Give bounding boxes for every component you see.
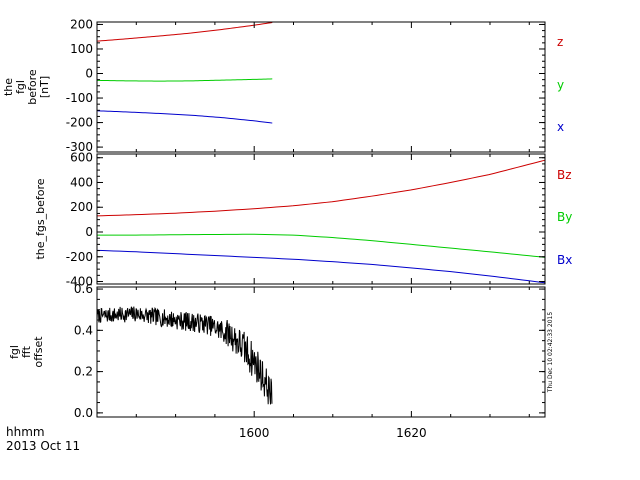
panel2-ytick-label: -400 bbox=[66, 275, 93, 289]
panel1-series-y-line bbox=[96, 78, 273, 82]
panel3-ylabel-line3: offset bbox=[32, 336, 45, 368]
legend-bx: Bx bbox=[557, 253, 572, 267]
panel3-ticks: 0.6 0.4 0.2 0.0 bbox=[74, 282, 545, 420]
x-tick-label: 1620 bbox=[396, 426, 427, 440]
panel-fft-offset: 0.6 0.4 0.2 0.0 fgl fft offset Thu Dec 10 0… bbox=[8, 282, 554, 420]
panel2-ytick-label: 400 bbox=[70, 175, 93, 189]
legend-x: x bbox=[557, 120, 564, 134]
panel1-ylabel-line1: the bbox=[2, 78, 15, 96]
panel1-series-z-line bbox=[96, 21, 273, 42]
panel3-series-line-line bbox=[96, 306, 273, 405]
legend-y: y bbox=[557, 78, 564, 92]
panel2-ytick-label: -200 bbox=[66, 250, 93, 264]
panel1-ytick-label: 200 bbox=[70, 17, 93, 31]
panel1-ytick-label: -300 bbox=[66, 140, 93, 154]
panel1-ytick-label: 0 bbox=[85, 67, 93, 81]
legend-by: By bbox=[557, 210, 572, 224]
legend-bz: Bz bbox=[557, 168, 572, 182]
footer-date: 2013 Oct 11 bbox=[6, 439, 80, 453]
panel2-series bbox=[96, 159, 546, 284]
panel3-ytick-label: 0.6 bbox=[74, 282, 93, 296]
timestamp: Thu Dec 10 02:42:33 2015 bbox=[547, 312, 554, 394]
footer-hhmm: hhmm bbox=[6, 425, 45, 439]
panel3-ytick-label: 0.2 bbox=[74, 365, 93, 379]
panel1-ylabel-line2: fgl bbox=[14, 80, 27, 94]
panel2-series-By-line bbox=[97, 233, 546, 258]
panel2-ytick-label: 0 bbox=[85, 225, 93, 239]
panel1-ytick-label: -100 bbox=[66, 91, 93, 105]
panel3-ylabel-line1: fgl bbox=[8, 345, 21, 359]
panel1-frame bbox=[96, 21, 546, 153]
panel1-ylabel-line4: [nT] bbox=[38, 76, 51, 98]
panel1-series-x-line bbox=[96, 110, 273, 124]
panel1-ytick-label: 100 bbox=[70, 42, 93, 56]
panel2-series-Bx-line bbox=[96, 249, 546, 284]
panel2-ticks: 600 400 200 0 -200 -400 bbox=[66, 151, 545, 289]
panel1-ylabel-line3: before bbox=[26, 69, 39, 105]
panel3-series bbox=[96, 306, 273, 405]
panel1-series bbox=[96, 21, 273, 124]
panel2-ytick-label: 600 bbox=[70, 151, 93, 165]
panel3-ytick-label: 0.4 bbox=[74, 323, 93, 337]
panel3-frame bbox=[96, 286, 546, 418]
panel2-ylabel: the_fgs_before bbox=[34, 178, 47, 259]
panel2-series-Bz-line bbox=[96, 159, 546, 217]
panel3-ylabel-line2: fft bbox=[20, 345, 33, 358]
panel2-frame bbox=[96, 153, 546, 285]
panel2-ytick-label: 200 bbox=[70, 200, 93, 214]
panel1-ytick-label: -200 bbox=[66, 116, 93, 130]
x-tick-label: 1600 bbox=[239, 426, 270, 440]
panel3-ytick-label: 0.0 bbox=[74, 406, 93, 420]
panel1-ticks: 200 100 0 -100 -200 -300 bbox=[66, 17, 545, 154]
x-axis-labels: 1600 1620 bbox=[239, 426, 427, 440]
legend-z: z bbox=[557, 35, 563, 49]
